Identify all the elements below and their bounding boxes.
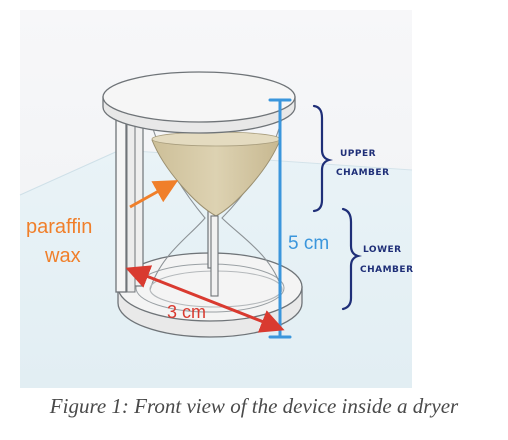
upper-chamber-brace: [312, 104, 333, 213]
figure-caption: Figure 1: Front view of the device insid…: [49, 394, 459, 418]
front-support-rods: [115, 107, 136, 293]
lower-chamber-label-line1: LOWER: [363, 245, 402, 255]
width-dimension: [125, 265, 285, 333]
lower-chamber-brace: [341, 207, 362, 311]
material-label-line1: paraffin: [26, 216, 92, 238]
width-label: 3 cm: [167, 302, 206, 322]
material-label-line2: wax: [44, 245, 81, 267]
upper-chamber-label-line2: CHAMBER: [336, 168, 390, 178]
floor-edge: [19, 149, 121, 196]
top-plate: [102, 71, 296, 134]
height-label: 5 cm: [288, 233, 329, 254]
material-arrow: [129, 180, 179, 209]
upper-chamber-label-line1: UPPER: [340, 149, 376, 159]
lower-chamber-label-line2: CHAMBER: [360, 265, 414, 275]
center-stem: [210, 215, 219, 297]
